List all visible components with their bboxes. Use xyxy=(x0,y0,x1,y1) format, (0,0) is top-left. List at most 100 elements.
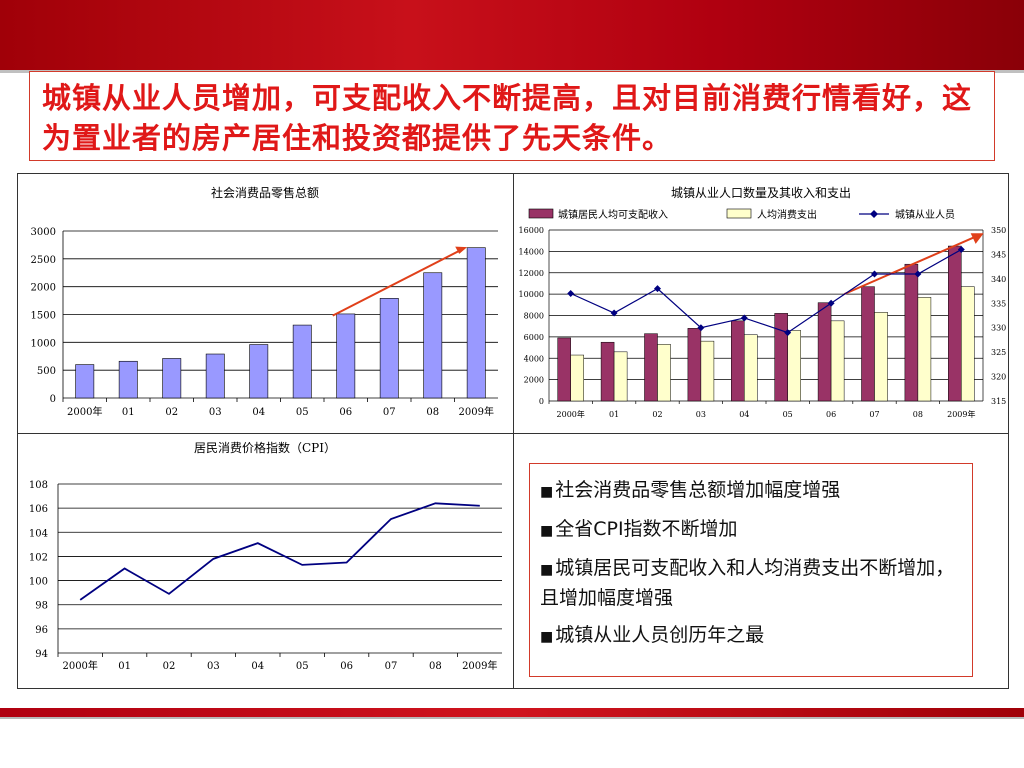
x-tick-label: 02 xyxy=(163,661,176,672)
y-tick-label-left: 6000 xyxy=(524,333,544,342)
x-tick-label: 04 xyxy=(739,410,749,419)
employment-point xyxy=(957,246,965,254)
bar xyxy=(292,324,312,399)
bar-expense xyxy=(657,344,671,402)
bar-expense xyxy=(570,354,584,402)
x-tick-label: 2009年 xyxy=(947,409,975,419)
x-tick-label: 05 xyxy=(296,661,309,672)
y-tick-label-left: 12000 xyxy=(519,269,544,278)
x-tick-label: 03 xyxy=(696,410,706,419)
bar xyxy=(379,298,399,399)
bar-income xyxy=(557,337,571,402)
y-tick-label: 1000 xyxy=(31,338,56,349)
summary-item: ■ 城镇从业人员创历年之最 xyxy=(540,621,964,651)
square-bullet-icon: ■ xyxy=(540,484,554,500)
x-tick-label: 07 xyxy=(385,661,398,672)
x-tick-label: 07 xyxy=(383,407,396,418)
bar-expense xyxy=(830,320,845,402)
employment-line xyxy=(570,249,962,334)
summary-item: ■ 全省CPI指数不断增加 xyxy=(540,515,964,545)
y-tick-label-right: 335 xyxy=(991,299,1006,308)
legend-label: 人均消费支出 xyxy=(757,208,817,221)
x-tick-label: 03 xyxy=(207,661,220,672)
cpi-line xyxy=(79,502,480,601)
bar-expense xyxy=(917,297,932,402)
bar-expense xyxy=(787,330,801,402)
x-tick-label: 06 xyxy=(826,410,836,419)
y-tick-label-left: 0 xyxy=(539,397,544,406)
legend-label: 城镇居民人均可支配收入 xyxy=(558,208,668,221)
y-tick-label: 1500 xyxy=(31,311,56,322)
summary-box: ■ 社会消费品零售总额增加幅度增强 ■ 全省CPI指数不断增加 ■ 城镇居民可支配收入… xyxy=(529,463,973,677)
trend-arrow-head xyxy=(970,233,984,244)
square-bullet-icon: ■ xyxy=(540,629,554,645)
x-tick-label: 2000年 xyxy=(62,659,97,672)
y-tick-label-right: 315 xyxy=(991,397,1006,406)
bar xyxy=(162,358,182,399)
bottom-banner xyxy=(0,708,1024,719)
y-tick-label-right: 340 xyxy=(991,275,1006,284)
bar-expense xyxy=(700,340,715,402)
headline-text: 城镇从业人员增加，可支配收入不断提高，且对目前消费行情看好，这为置业者的房产居住… xyxy=(42,81,973,155)
bar-expense xyxy=(744,334,758,402)
y-tick-label: 100 xyxy=(29,577,48,588)
x-tick-label: 08 xyxy=(913,410,923,419)
x-tick-label: 06 xyxy=(340,661,353,672)
x-tick-label: 04 xyxy=(252,407,265,418)
bar-expense xyxy=(613,351,628,402)
employment-point xyxy=(784,329,792,337)
legend-marker xyxy=(870,210,878,218)
y-tick-label: 104 xyxy=(29,528,48,539)
bar xyxy=(249,344,269,399)
x-tick-label: 05 xyxy=(783,410,793,419)
x-tick-label: 2000年 xyxy=(557,409,585,419)
employment-point xyxy=(827,299,835,307)
summary-item: ■ 城镇居民可支配收入和人均消费支出不断增加，且增加幅度增强 xyxy=(540,554,964,612)
y-tick-label-right: 330 xyxy=(991,324,1006,333)
x-tick-label: 02 xyxy=(652,410,662,419)
employment-point xyxy=(610,309,618,317)
x-tick-label: 02 xyxy=(165,407,178,418)
y-tick-label: 0 xyxy=(50,394,56,405)
y-tick-label: 98 xyxy=(35,601,48,612)
bar-income xyxy=(600,341,615,402)
x-tick-label: 08 xyxy=(429,661,442,672)
chart-title: 居民消费价格指数（CPI） xyxy=(194,440,336,455)
x-tick-label: 05 xyxy=(296,407,309,418)
y-tick-label-left: 2000 xyxy=(524,376,544,385)
panel-divider-horizontal xyxy=(18,433,1008,434)
y-tick-label: 2000 xyxy=(31,283,56,294)
x-tick-label: 2009年 xyxy=(459,405,494,418)
y-tick-label-right: 350 xyxy=(991,226,1006,235)
y-tick-label-left: 16000 xyxy=(519,226,544,235)
x-tick-label: 01 xyxy=(118,661,131,672)
bar xyxy=(423,272,443,399)
y-tick-label: 106 xyxy=(29,504,48,515)
summary-text: 全省CPI指数不断增加 xyxy=(555,518,738,540)
y-tick-label-left: 4000 xyxy=(524,354,544,363)
square-bullet-icon: ■ xyxy=(540,562,554,578)
y-tick-label: 108 xyxy=(29,480,48,491)
employment-point xyxy=(567,290,575,298)
bar xyxy=(118,360,138,399)
y-tick-label: 3000 xyxy=(31,227,56,238)
retail-sales-chart: 社会消费品零售总额 0 500 1000 1500 2000 2500 3000 2000年 01… xyxy=(31,185,498,418)
x-tick-label: 01 xyxy=(609,410,619,419)
y-tick-label-right: 345 xyxy=(991,250,1006,259)
bar-expense xyxy=(874,312,888,402)
employment-point xyxy=(740,314,748,322)
y-tick-label: 500 xyxy=(37,366,56,377)
legend-swatch xyxy=(726,208,752,219)
employment-point xyxy=(914,270,922,278)
cpi-chart: 居民消费价格指数（CPI） 94 96 98 100 102 104 106 108 2000年 0… xyxy=(29,440,502,672)
summary-text: 社会消费品零售总额增加幅度增强 xyxy=(555,479,841,501)
y-tick-label-right: 325 xyxy=(991,348,1006,357)
x-tick-label: 03 xyxy=(209,407,222,418)
legend-swatch xyxy=(528,208,554,219)
legend-label: 城镇从业人员 xyxy=(895,208,955,221)
employment-point xyxy=(654,285,661,293)
bar-income xyxy=(948,245,962,402)
y-tick-label: 96 xyxy=(35,625,48,636)
bar-income xyxy=(861,286,875,402)
bar-income xyxy=(687,328,702,402)
